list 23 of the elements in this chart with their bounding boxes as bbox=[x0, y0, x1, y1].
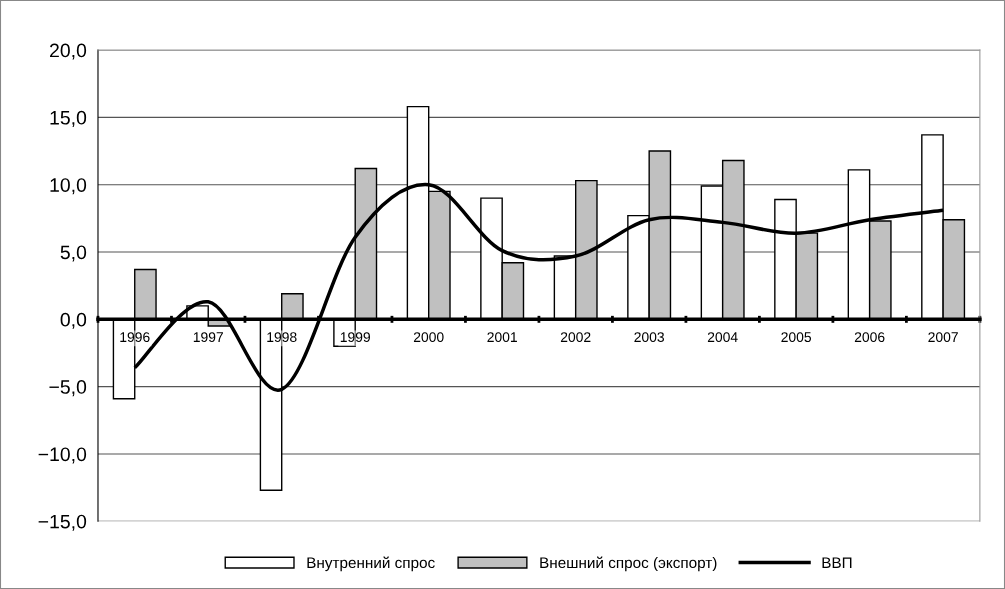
y-tick-label: 5,0 bbox=[60, 245, 87, 262]
y-tick-label: −10,0 bbox=[38, 447, 87, 464]
x-tick-label: 1997 bbox=[193, 332, 223, 343]
x-tick-label: 2001 bbox=[487, 332, 517, 343]
y-tick-label: 0,0 bbox=[60, 312, 87, 329]
legend-label: Внутренний спрос bbox=[307, 556, 435, 572]
y-tick-label: 15,0 bbox=[50, 110, 87, 127]
x-tick-label: 2002 bbox=[560, 332, 591, 343]
x-tick-label: 2004 bbox=[707, 332, 738, 343]
x-tick-label: 1998 bbox=[267, 332, 297, 343]
x-tick-label: 2007 bbox=[928, 332, 958, 343]
y-tick-label: 20,0 bbox=[50, 43, 87, 60]
legend-label: Внешний спрос (экспорт) bbox=[540, 556, 717, 572]
x-tick-label: 1996 bbox=[120, 332, 150, 343]
x-tick-label: 2003 bbox=[634, 332, 665, 343]
y-tick-label: 10,0 bbox=[50, 178, 87, 195]
x-tick-label: 2005 bbox=[781, 332, 812, 343]
y-tick-label: −5,0 bbox=[49, 380, 87, 397]
x-tick-label: 2000 bbox=[413, 332, 444, 343]
x-tick-label: 1999 bbox=[340, 332, 370, 343]
x-tick-label: 2006 bbox=[854, 332, 885, 343]
y-tick-label: −15,0 bbox=[38, 514, 87, 531]
legend-label: ВВП bbox=[822, 557, 852, 568]
